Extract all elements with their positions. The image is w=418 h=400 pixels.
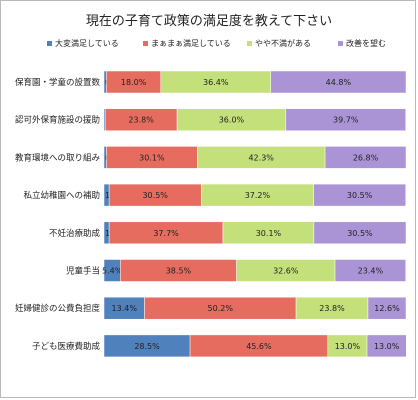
value-label-7-2: 13.0%	[335, 342, 361, 351]
legend: 大変満足している まぁまぁ満足している やや不満がある 改善を望む	[47, 38, 386, 48]
value-label-6-3: 12.6%	[374, 304, 400, 313]
value-label-0-1: 18.0%	[121, 78, 147, 87]
bar-segment-0-3	[270, 70, 407, 94]
value-label-5-0: 5.4%	[102, 267, 123, 276]
value-label-7-1: 45.6%	[246, 342, 272, 351]
category-label-1: 認可外保育施設の援助	[15, 115, 100, 126]
value-label-0-2: 36.4%	[203, 78, 229, 87]
bar-segment-6-3	[367, 296, 407, 320]
legend-label-3: 改善を望む	[346, 38, 386, 48]
value-label-2-1: 30.1%	[139, 153, 165, 162]
legend-label-2: やや不満がある	[255, 38, 311, 48]
bar-segment-2-3	[324, 146, 407, 169]
legend-swatch-0	[47, 41, 52, 46]
value-label-7-3: 13.0%	[374, 342, 400, 351]
value-label-6-1: 50.2%	[208, 304, 234, 313]
category-label-3: 私立幼稚園への補助	[23, 190, 100, 201]
legend-label-0: 大変満足している	[55, 38, 119, 48]
value-label-2-3: 26.8%	[353, 153, 379, 162]
category-label-6: 妊婦健診の公費負担度	[15, 303, 101, 314]
legend-swatch-2	[247, 41, 252, 46]
value-label-5-1: 38.5%	[166, 267, 192, 276]
value-label-1-2: 36.0%	[219, 116, 245, 125]
category-label-5: 児童手当	[66, 266, 100, 277]
value-label-2-2: 42.3%	[248, 153, 274, 162]
value-label-3-2: 37.2%	[245, 191, 271, 200]
category-labels: 保育園・学童の設置数認可外保育施設の援助教育環境への取り組み私立幼稚園への補助不…	[15, 77, 101, 352]
bar-segment-7-3	[366, 334, 407, 358]
legend-swatch-3	[338, 41, 343, 46]
value-label-3-1: 30.5%	[142, 191, 168, 200]
legend-swatch-1	[143, 41, 148, 46]
value-label-0-3: 44.8%	[326, 78, 352, 87]
category-label-7: 子ども医療費助成	[32, 341, 101, 352]
legend-label-1: まぁまぁ満足している	[151, 39, 231, 48]
category-label-4: 不妊治療助成	[49, 228, 101, 239]
value-label-4-3: 30.5%	[347, 229, 373, 238]
category-label-2: 教育環境への取り組み	[15, 152, 101, 163]
bar-segment-5-3	[334, 259, 406, 282]
chart-title: 現在の子育て政策の満足度を教えて下さい	[86, 13, 332, 29]
value-label-4-1: 37.7%	[153, 229, 179, 238]
value-label-6-0: 13.4%	[112, 304, 138, 313]
value-label-1-1: 23.8%	[128, 116, 154, 125]
bar-segment-4-3	[313, 221, 407, 245]
value-label-5-2: 32.6%	[273, 267, 299, 276]
value-label-3-3: 30.5%	[347, 191, 373, 200]
value-label-6-2: 23.8%	[319, 304, 345, 313]
category-label-0: 保育園・学童の設置数	[15, 77, 101, 88]
value-label-4-2: 30.1%	[256, 229, 282, 238]
bars: 0.8%18.0%36.4%44.8%0.4%23.8%36.0%39.7%0.…	[102, 70, 407, 358]
bar-segment-3-3	[313, 183, 406, 207]
value-label-1-3: 39.7%	[333, 116, 359, 125]
bar-segment-1-3	[285, 108, 406, 131]
value-label-7-0: 28.5%	[134, 342, 160, 351]
value-label-5-3: 23.4%	[358, 267, 384, 276]
